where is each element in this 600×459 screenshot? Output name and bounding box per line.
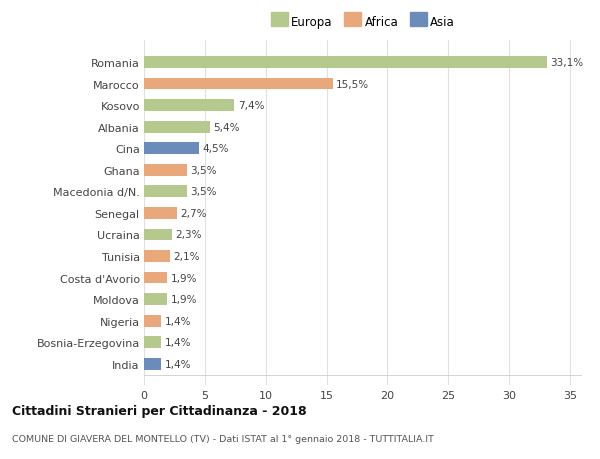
Text: Cittadini Stranieri per Cittadinanza - 2018: Cittadini Stranieri per Cittadinanza - 2… [12, 404, 307, 417]
Text: 7,4%: 7,4% [238, 101, 264, 111]
Bar [144, 186, 187, 198]
Text: 1,9%: 1,9% [171, 273, 197, 283]
Bar [144, 315, 161, 327]
Bar [144, 207, 177, 219]
Text: 33,1%: 33,1% [550, 58, 583, 68]
Bar [144, 164, 187, 176]
Bar [144, 336, 161, 348]
Bar [144, 272, 167, 284]
Text: 1,9%: 1,9% [171, 295, 197, 304]
Bar [144, 251, 170, 263]
Bar [144, 143, 199, 155]
Bar [144, 358, 161, 370]
Text: 1,4%: 1,4% [164, 359, 191, 369]
Bar [144, 100, 234, 112]
Bar [144, 229, 172, 241]
Text: 4,5%: 4,5% [202, 144, 229, 154]
Bar [144, 57, 547, 69]
Bar [144, 78, 332, 90]
Text: 3,5%: 3,5% [190, 165, 217, 175]
Text: 2,3%: 2,3% [176, 230, 202, 240]
Text: 3,5%: 3,5% [190, 187, 217, 197]
Legend: Europa, Africa, Asia: Europa, Africa, Asia [268, 13, 458, 33]
Text: COMUNE DI GIAVERA DEL MONTELLO (TV) - Dati ISTAT al 1° gennaio 2018 - TUTTITALIA: COMUNE DI GIAVERA DEL MONTELLO (TV) - Da… [12, 434, 434, 443]
Text: 2,7%: 2,7% [181, 208, 207, 218]
Text: 2,1%: 2,1% [173, 252, 200, 262]
Bar [144, 122, 210, 133]
Text: 1,4%: 1,4% [164, 337, 191, 347]
Text: 15,5%: 15,5% [336, 79, 370, 90]
Text: 1,4%: 1,4% [164, 316, 191, 326]
Bar [144, 294, 167, 305]
Text: 5,4%: 5,4% [214, 123, 240, 132]
